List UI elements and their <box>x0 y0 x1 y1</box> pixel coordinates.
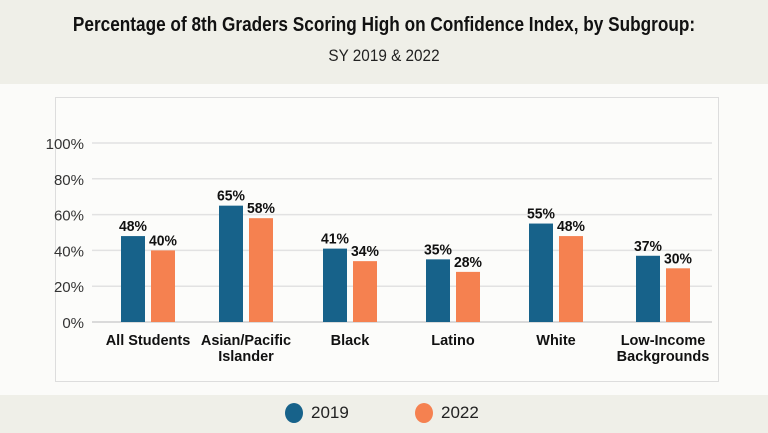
y-tick-label: 40% <box>54 243 84 260</box>
x-tick-label: Low-Income <box>621 333 706 349</box>
legend-swatch-icon <box>285 403 303 423</box>
data-label: 37% <box>634 238 662 255</box>
bar-2022 <box>249 218 273 322</box>
data-label: 58% <box>247 200 275 217</box>
bar-2019 <box>426 259 450 322</box>
x-tick-label: White <box>536 333 575 349</box>
bar-2022 <box>559 236 583 322</box>
x-tick-label: Asian/Pacific <box>201 333 291 349</box>
data-label: 34% <box>351 243 379 260</box>
data-label: 41% <box>321 231 349 248</box>
legend-swatch-icon <box>415 403 433 423</box>
legend-label: 2019 <box>311 403 349 422</box>
y-tick-label: 80% <box>54 172 84 189</box>
data-label: 48% <box>557 218 585 235</box>
y-tick-label: 0% <box>62 315 84 332</box>
data-label: 48% <box>119 218 147 235</box>
bar-2022 <box>456 271 480 322</box>
bar-2019 <box>323 248 347 322</box>
bar-2019 <box>636 255 660 322</box>
data-label: 65% <box>217 188 245 205</box>
chart-header: Percentage of 8th Graders Scoring High o… <box>0 0 768 84</box>
x-tick-label: Backgrounds <box>617 349 710 365</box>
chart-panel <box>55 97 719 382</box>
data-label: 55% <box>527 206 555 223</box>
x-tick-label: Islander <box>218 349 274 365</box>
legend: 2019 2022 <box>0 395 768 433</box>
legend-label: 2022 <box>441 403 479 422</box>
x-tick-label: Black <box>331 333 371 349</box>
data-label: 30% <box>664 250 692 267</box>
y-tick-label: 20% <box>54 279 84 296</box>
bar-2022 <box>151 250 175 322</box>
legend-item-2019: 2019 <box>285 403 349 423</box>
bar-2019 <box>121 236 145 322</box>
data-label: 35% <box>424 241 452 258</box>
y-tick-label: 60% <box>54 208 84 225</box>
bar-2022 <box>666 268 690 322</box>
legend-item-2022: 2022 <box>415 403 479 423</box>
y-tick-label: 100% <box>46 136 84 153</box>
x-tick-label: All Students <box>106 333 191 349</box>
data-label: 40% <box>149 232 177 249</box>
x-tick-label: Latino <box>431 333 475 349</box>
bar-2022 <box>353 261 377 322</box>
chart-title: Percentage of 8th Graders Scoring High o… <box>72 14 696 36</box>
chart-subtitle: SY 2019 & 2022 <box>328 46 440 65</box>
bar-2019 <box>529 223 553 322</box>
data-label: 28% <box>454 254 482 271</box>
bar-2019 <box>219 205 243 322</box>
